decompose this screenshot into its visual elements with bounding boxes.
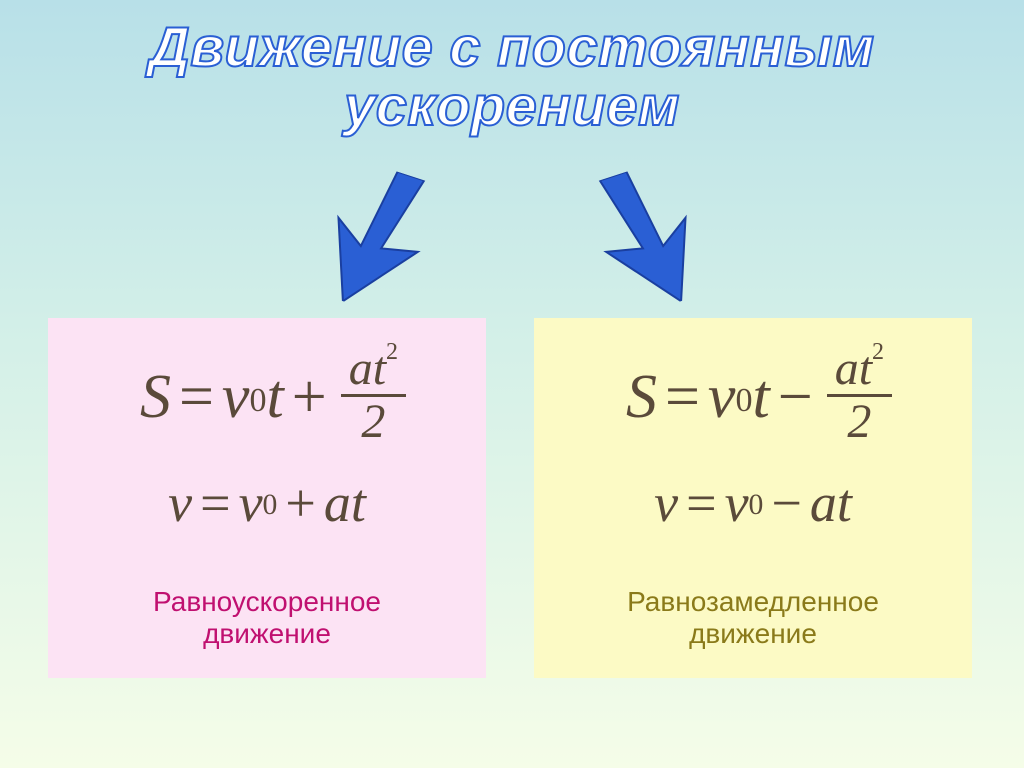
sym-t: t	[837, 472, 852, 534]
sym-a: a	[324, 472, 351, 534]
sym-eq: =	[171, 362, 222, 433]
fraction: at2 2	[341, 344, 406, 448]
arrows-container	[0, 168, 1024, 308]
title-line-2: ускорением	[0, 77, 1024, 136]
left-eq-velocity: v = v0 + at	[168, 472, 366, 534]
op-minus: −	[763, 472, 809, 534]
sym-v: v	[708, 362, 736, 433]
sym-t: t	[351, 472, 366, 534]
caption-line-1: Равноускоренное	[153, 586, 381, 617]
op-plus: +	[284, 362, 335, 433]
sym-eq: =	[192, 472, 238, 534]
numerator: at2	[827, 344, 892, 394]
sub-0: 0	[749, 489, 764, 522]
caption-line-2: движение	[203, 618, 331, 649]
sub-0: 0	[735, 382, 752, 420]
right-panel: S = v0 t − at2 2 v = v0 − at Равнозамедл…	[534, 318, 972, 678]
arrow-left-icon	[292, 151, 459, 324]
caption-line-2: движение	[689, 618, 817, 649]
fraction: at2 2	[827, 344, 892, 448]
sym-v: v	[168, 472, 192, 534]
left-panel: S = v0 t + at2 2 v = v0 + at Равноускоре…	[48, 318, 486, 678]
sym-v0: v	[239, 472, 263, 534]
slide-title: Движение с постоянным ускорением	[0, 0, 1024, 136]
sym-eq: =	[678, 472, 724, 534]
op-plus: +	[277, 472, 323, 534]
sym-S: S	[626, 362, 657, 433]
denominator: 2	[839, 397, 879, 447]
sym-v0: v	[725, 472, 749, 534]
denominator: 2	[353, 397, 393, 447]
title-line-1: Движение с постоянным	[0, 18, 1024, 77]
sym-t: t	[267, 362, 284, 433]
left-eq-displacement: S = v0 t + at2 2	[128, 346, 406, 450]
sym-eq: =	[657, 362, 708, 433]
panels-row: S = v0 t + at2 2 v = v0 + at Равноускоре…	[0, 318, 1024, 678]
caption-line-1: Равнозамедленное	[627, 586, 879, 617]
sym-v: v	[222, 362, 250, 433]
sub-0: 0	[263, 489, 278, 522]
arrow-right-icon	[566, 151, 733, 324]
right-eq-displacement: S = v0 t − at2 2	[614, 346, 892, 450]
right-caption: Равнозамедленное движение	[627, 586, 879, 650]
sym-a: a	[810, 472, 837, 534]
left-caption: Равноускоренное движение	[153, 586, 381, 650]
sub-0: 0	[249, 382, 266, 420]
op-minus: −	[770, 362, 821, 433]
sym-S: S	[140, 362, 171, 433]
sym-v: v	[654, 472, 678, 534]
numerator: at2	[341, 344, 406, 394]
sym-t: t	[753, 362, 770, 433]
right-eq-velocity: v = v0 − at	[654, 472, 852, 534]
